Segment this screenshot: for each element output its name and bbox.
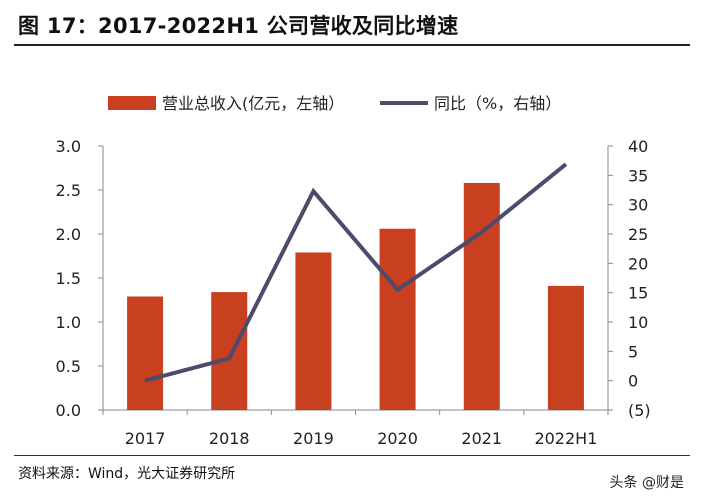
bar: [127, 296, 164, 410]
left-tick-label: 1.0: [56, 313, 81, 332]
figure-title: 图 17：2017-2022H1 公司营收及同比增速: [18, 14, 459, 38]
right-tick-label: 30: [628, 196, 648, 215]
right-tick-label: 20: [628, 254, 648, 273]
watermark-text: 头条 @财是: [609, 475, 684, 491]
bar: [463, 182, 500, 410]
x-tick-label: 2022H1: [534, 429, 597, 448]
left-tick-label: 0.0: [56, 401, 81, 420]
x-tick-label: 2017: [125, 429, 166, 448]
title-rule: [14, 44, 690, 46]
left-tick-label: 1.5: [56, 269, 81, 288]
bar: [547, 285, 584, 410]
legend-bar-swatch: [108, 96, 156, 110]
source-note: 资料来源：Wind，光大证券研究所: [18, 466, 236, 482]
right-tick-label: 35: [628, 166, 648, 185]
chart-area: 0.0 0.5 1.0 1.5 2.0 2.5 3.0 (5) 0 5 10 15 20 25 30 35 40…: [56, 94, 651, 448]
bar: [379, 228, 416, 410]
right-tick-label: 25: [628, 225, 648, 244]
right-tick-label: 0: [628, 372, 638, 391]
right-tick-label: 40: [628, 137, 648, 156]
left-tick-label: 3.0: [56, 137, 81, 156]
right-tick-label: 15: [628, 284, 648, 303]
legend-bar-label: 营业总收入(亿元，左轴）: [162, 94, 344, 113]
left-tick-label: 2.5: [56, 181, 81, 200]
bar: [211, 292, 248, 410]
left-tick-label: 2.0: [56, 225, 81, 244]
x-tick-label: 2020: [377, 429, 418, 448]
left-tick-label: 0.5: [56, 357, 81, 376]
growth-line: [144, 162, 568, 383]
right-tick-label: 5: [628, 342, 638, 361]
footer-rule: [14, 455, 690, 456]
x-tick-label: 2018: [209, 429, 250, 448]
x-tick-label: 2019: [293, 429, 334, 448]
bar: [295, 252, 332, 410]
right-tick-label: (5): [628, 401, 651, 420]
x-tick-label: 2021: [461, 429, 502, 448]
legend-line-label: 同比（%，右轴）: [434, 94, 561, 113]
right-tick-label: 10: [628, 313, 648, 332]
